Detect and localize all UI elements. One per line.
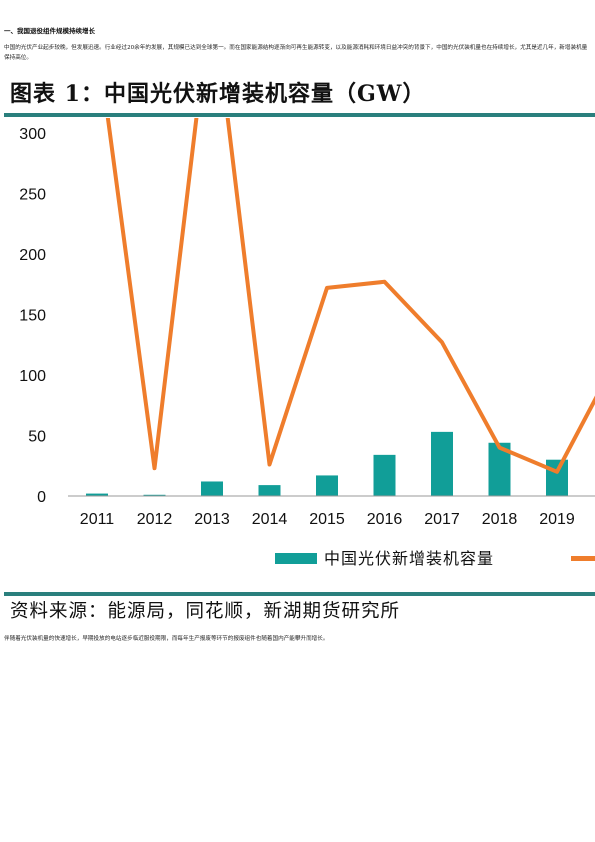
x-tick-label: 2013 <box>194 511 230 528</box>
legend-bar-swatch <box>275 553 317 564</box>
bar <box>316 475 338 496</box>
x-tick-label: 2011 <box>80 511 115 528</box>
y-tick-label: 50 <box>28 429 46 446</box>
x-tick-label: 2019 <box>539 511 575 528</box>
y-tick-label: 150 <box>19 308 46 325</box>
footer-paragraph: 伴随着光伏装机量的快速增长，早期投放的电站逐步临近服役期限，而每年生产报废等环节… <box>4 636 329 642</box>
y-tick-label: 0 <box>37 489 46 506</box>
figure-title: 图表 1：中国光伏新增装机容量（GW） <box>10 81 426 107</box>
y-tick-label: 300 <box>19 126 46 143</box>
x-tick-label: 2018 <box>482 511 518 528</box>
bar <box>431 431 453 496</box>
x-tick-label: 2015 <box>309 511 345 528</box>
bar <box>488 442 511 496</box>
chart: 0 50 100 150 200 250 300 2011 2012 2013 2014 2015 2… <box>19 118 595 568</box>
bar <box>258 485 281 496</box>
y-tick-label: 100 <box>19 368 46 385</box>
x-tick-label: 2012 <box>137 511 173 528</box>
x-tick-label: 2016 <box>367 511 403 528</box>
section-heading: 一、我国退役组件规模持续增长 <box>4 27 95 35</box>
x-axis: 2011201220132014201520162017201820192 <box>80 511 575 528</box>
legend-bar-label: 中国光伏新增装机容量 <box>324 549 494 568</box>
legend: 中国光伏新增装机容量 <box>275 549 595 568</box>
legend-line-swatch <box>571 556 595 561</box>
bar <box>546 459 568 496</box>
y-tick-label: 200 <box>19 247 46 264</box>
x-tick-label: 2014 <box>252 511 288 528</box>
bar <box>86 493 108 496</box>
line-path <box>105 118 595 474</box>
x-tick-label: 2017 <box>424 511 460 528</box>
bar <box>373 454 396 496</box>
y-tick-label: 250 <box>19 187 46 204</box>
intro-paragraph: 中国的光伏产业起步较晚，但发展迅速。行业经过20余年的发展，其规模已达到全球第一… <box>4 45 588 61</box>
source-divider <box>4 592 595 596</box>
y-axis: 0 50 100 150 200 250 300 <box>19 126 46 506</box>
bar <box>143 494 166 496</box>
title-divider <box>4 113 595 117</box>
line-series <box>105 118 595 474</box>
source-note: 资料来源：能源局，同花顺，新湖期货研究所 <box>10 601 401 622</box>
bar <box>201 481 223 496</box>
